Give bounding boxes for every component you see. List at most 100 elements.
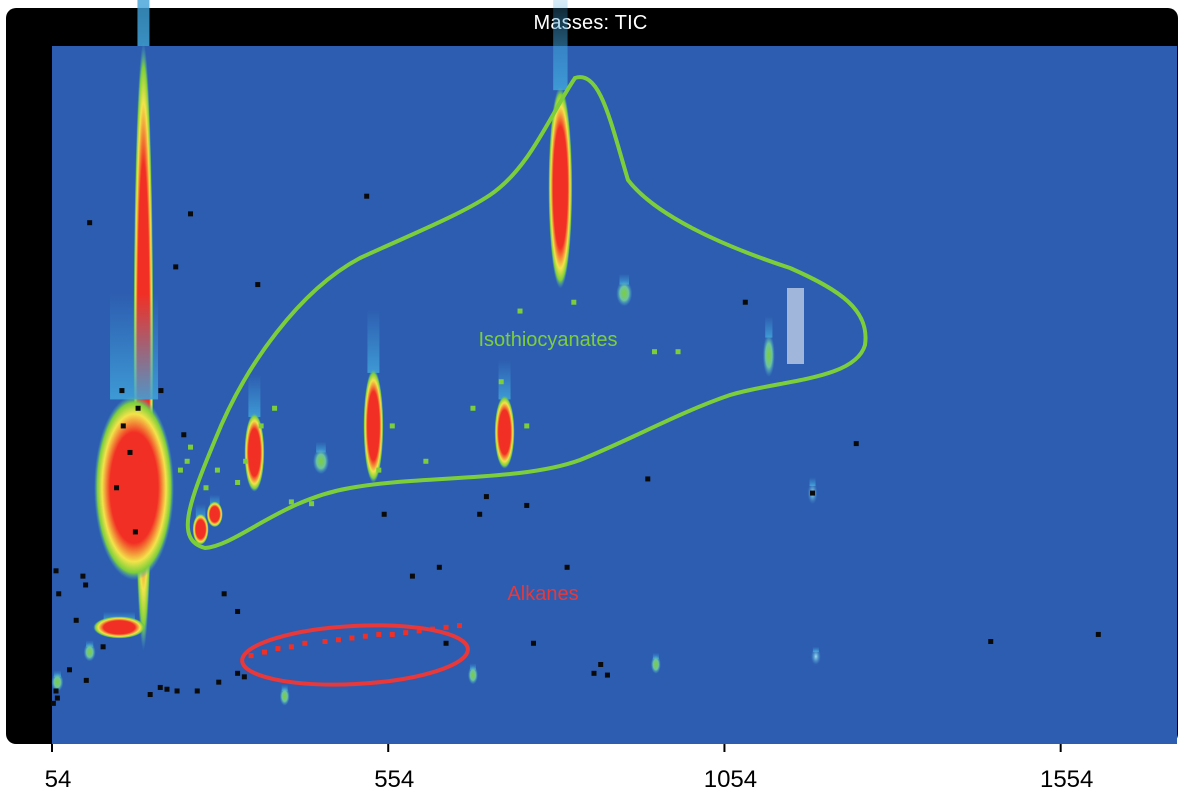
peak-plume [498, 360, 511, 400]
marker-dot [248, 653, 254, 659]
marker-dot [135, 405, 141, 411]
marker-dot [335, 637, 341, 643]
peak-14 [810, 648, 821, 665]
marker-dot [188, 211, 194, 217]
marker-dot [376, 467, 382, 473]
marker-dot [853, 441, 859, 447]
x-axis: 54 554 1054 1554 [45, 744, 1093, 790]
marker-dot [349, 635, 355, 641]
marker-dot [114, 485, 120, 491]
marker-dot [364, 193, 370, 199]
x-tick-label: 1554 [1040, 766, 1093, 790]
peak-15 [467, 665, 478, 685]
marker-dot [288, 644, 294, 650]
marker-dot [261, 649, 267, 655]
marker-dot [73, 617, 79, 623]
marker-dot [742, 299, 748, 305]
marker-dot [177, 467, 183, 473]
peak-5 [244, 413, 265, 492]
peak-11 [762, 333, 775, 377]
marker-dot [288, 499, 294, 505]
peak-plume [137, 0, 150, 46]
marker-dot [235, 608, 241, 614]
marker-dot [381, 511, 387, 517]
marker-dot [158, 388, 164, 394]
marker-dot [83, 582, 89, 588]
peak-plume [195, 504, 206, 518]
marker-dot [174, 688, 180, 694]
marker-dot [389, 631, 395, 637]
marker-dot [147, 692, 153, 698]
isothiocyanates-outline [185, 75, 868, 551]
marker-dot [988, 639, 994, 645]
marker-dot [221, 591, 227, 597]
y-tick-label: 3.19 [15, 326, 42, 373]
marker-dot [194, 688, 200, 694]
marker-dot [389, 423, 395, 429]
marker-dot [235, 670, 241, 676]
marker-dot [645, 476, 651, 482]
peak-4 [206, 501, 223, 528]
peaks-layer [51, 0, 821, 706]
alkanes-outline [240, 623, 470, 687]
marker-dot [403, 630, 409, 636]
marker-dot [409, 573, 415, 579]
marker-dot [127, 449, 133, 455]
marker-dot [443, 640, 449, 646]
marker-dot [83, 677, 89, 683]
alkanes-label: Alkanes [507, 583, 578, 605]
marker-dot [255, 282, 261, 288]
marker-dot [571, 299, 577, 305]
peak-1 [94, 395, 175, 581]
peak-plume [110, 293, 159, 400]
marker-dot [498, 379, 504, 385]
peak-plume [809, 477, 816, 487]
peak-3 [192, 513, 209, 545]
y-tick-label: 4.19 [15, 149, 42, 196]
peak-8 [494, 395, 515, 469]
marker-dot [184, 458, 190, 464]
marker-dot [53, 568, 59, 574]
peak-13 [650, 655, 661, 674]
marker-dot [173, 264, 179, 270]
marker-dot [564, 564, 570, 570]
marker-dot [203, 485, 209, 491]
marker-dot [272, 405, 278, 411]
marker-dot [87, 220, 93, 226]
peak-6 [312, 448, 329, 475]
marker-dot [54, 695, 60, 701]
isothiocyanates-label: Isothiocyanates [479, 329, 618, 351]
peak-10 [616, 280, 633, 307]
peak-18 [83, 642, 96, 662]
marker-dot [53, 688, 59, 694]
marker-dot [530, 640, 536, 646]
marker-dot [598, 661, 604, 667]
marker-dot [188, 444, 194, 450]
marker-dot [376, 631, 382, 637]
marker-dot [164, 686, 170, 692]
peak-2 [93, 616, 146, 639]
x-tick-label: 1054 [704, 766, 757, 790]
peak-plume [553, 0, 568, 91]
marker-dot [436, 564, 442, 570]
marker-dot [675, 349, 681, 355]
x-tick-label: 554 [374, 766, 414, 790]
marker-dot [243, 458, 249, 464]
marker-dot [423, 458, 429, 464]
marker-dot [66, 667, 72, 673]
marker-dot [100, 644, 106, 650]
peak-plume [619, 273, 630, 285]
marker-dot [258, 423, 264, 429]
marker-dot [302, 640, 308, 646]
marker-dot [362, 633, 368, 639]
marker-dot [309, 501, 315, 507]
plot-area [52, 46, 1177, 744]
marker-dot [235, 479, 241, 485]
marker-dot [416, 628, 422, 634]
marker-dot [216, 679, 222, 685]
marker-dot [1095, 631, 1101, 637]
marker-dot [524, 423, 530, 429]
peak-plume [316, 441, 326, 453]
marker-dot [604, 672, 610, 678]
